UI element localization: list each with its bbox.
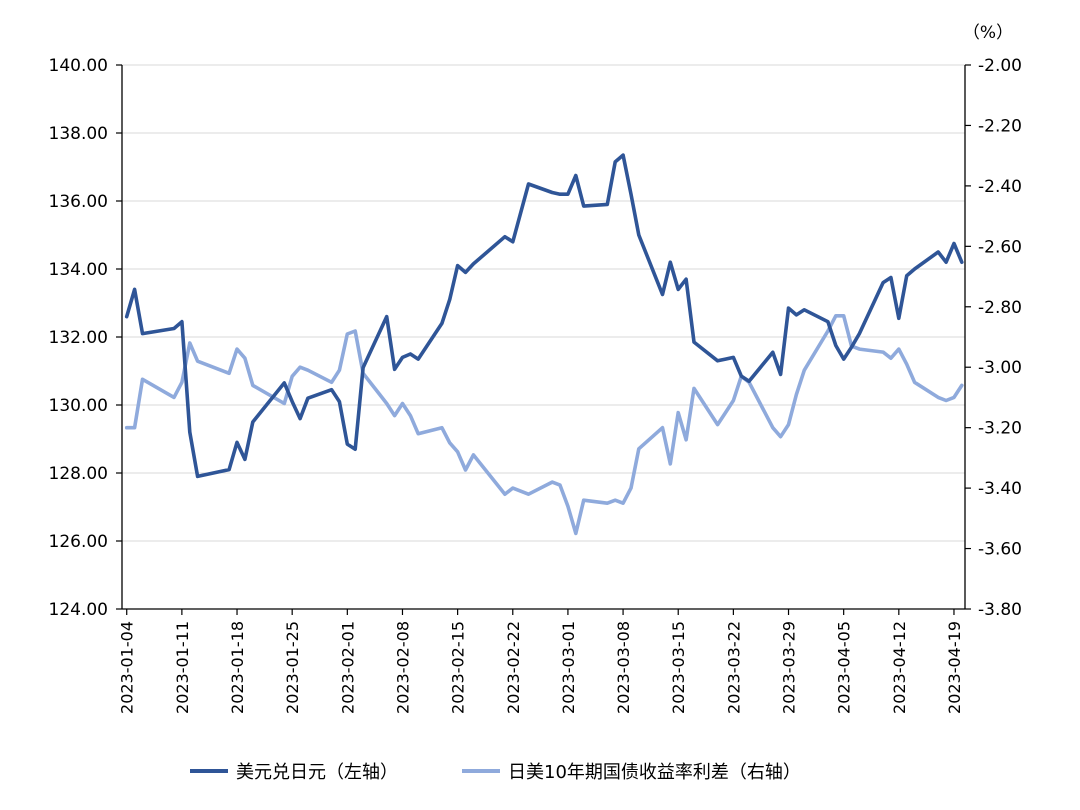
x-axis-tick-label: 2023-04-05 xyxy=(835,621,854,714)
left-axis-tick-label: 140.00 xyxy=(49,56,108,76)
gridlines xyxy=(122,64,965,542)
x-axis-tick-label: 2023-03-29 xyxy=(780,621,799,714)
right-axis-tick-label: -3.40 xyxy=(978,479,1022,499)
right-axis-tick-label: -3.20 xyxy=(978,419,1022,439)
right-axis-tick-label: -2.40 xyxy=(978,177,1022,197)
x-axis-tick-label: 2023-01-04 xyxy=(118,621,137,714)
x-axis-tick-label: 2023-03-01 xyxy=(559,621,578,714)
x-axis-tick-label: 2023-01-18 xyxy=(228,621,247,714)
left-axis-tick-label: 132.00 xyxy=(49,328,108,348)
right-axis-unit: （%） xyxy=(963,23,1013,43)
right-axis-tick-label: -3.80 xyxy=(978,600,1022,620)
right-axis-tick-label: -3.60 xyxy=(978,540,1022,560)
left-axis-tick-label: 124.00 xyxy=(49,600,108,620)
x-axis-tick-label: 2023-04-19 xyxy=(945,621,964,714)
left-axis-tick-label: 138.00 xyxy=(49,124,108,144)
usd-jpy-series-line xyxy=(124,153,964,479)
x-axis-tick-label: 2023-02-01 xyxy=(338,621,357,714)
series-lines xyxy=(124,153,964,536)
left-axis-tick-label: 134.00 xyxy=(49,260,108,280)
right-axis-tick-label: -2.80 xyxy=(978,298,1022,318)
right-axis-tick-label: -2.60 xyxy=(978,237,1022,257)
legend-label-yield-spread: 日美10年期国债收益率利差（右轴） xyxy=(508,762,801,783)
x-axis-tick-label: 2023-03-15 xyxy=(669,621,688,714)
x-axis-tick-label: 2023-02-15 xyxy=(449,621,468,714)
right-axis-tick-label: -2.00 xyxy=(978,56,1022,76)
right-axis-tick-label: -3.00 xyxy=(978,358,1022,378)
x-axis-tick-label: 2023-04-12 xyxy=(890,621,909,714)
left-axis-tick-label: 130.00 xyxy=(49,396,108,416)
x-axis-tick-label: 2023-03-08 xyxy=(614,621,633,714)
right-axis-tick-label: -2.20 xyxy=(978,116,1022,136)
x-axis-tick-label: 2023-01-11 xyxy=(173,621,192,714)
x-axis-tick-label: 2023-02-08 xyxy=(393,621,412,714)
x-axis-tick-label: 2023-03-22 xyxy=(724,621,743,714)
axes: 124.00 126.00 128.00 130.00 132.00 134.00 136.… xyxy=(49,56,1022,714)
left-axis-tick-label: 136.00 xyxy=(49,192,108,212)
legend: 美元兑日元（左轴） 日美10年期国债收益率利差（右轴） xyxy=(190,762,801,783)
yield-spread-series-line xyxy=(124,313,964,536)
legend-label-usd-jpy: 美元兑日元（左轴） xyxy=(236,762,398,783)
left-axis-tick-label: 126.00 xyxy=(49,532,108,552)
left-axis-tick-label: 128.00 xyxy=(49,464,108,484)
x-axis-tick-label: 2023-01-25 xyxy=(283,621,302,714)
x-axis-tick-label: 2023-02-22 xyxy=(504,621,523,714)
